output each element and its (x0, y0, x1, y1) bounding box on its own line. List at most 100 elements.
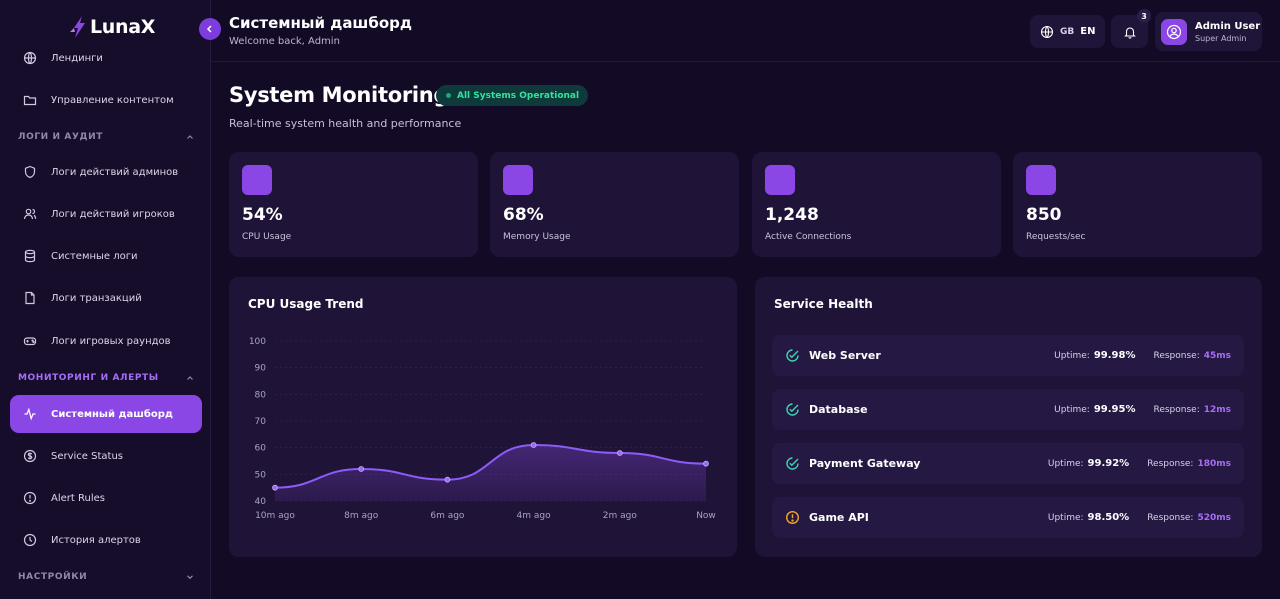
sidebar: LunaX Лендинги Управление контентом ЛОГИ… (0, 0, 211, 599)
user-menu[interactable]: Admin User Super Admin (1155, 12, 1262, 51)
notifications-button[interactable]: 3 (1111, 9, 1151, 48)
sidebar-item-transaction-logs[interactable]: Логи транзакций (10, 279, 202, 317)
chart-y-tick-label: 90 (255, 364, 267, 374)
service-stats: Uptime: 99.98% Response: 45ms (1054, 350, 1231, 361)
clock-icon (23, 533, 37, 547)
check-circle-icon (786, 457, 799, 470)
service-row-database[interactable]: Database Uptime: 99.95% Response: 12ms (772, 389, 1244, 430)
chart-y-tick-label: 40 (255, 497, 267, 507)
chart-y-tick-label: 50 (255, 470, 267, 480)
service-stats: Uptime: 98.50% Response: 520ms (1048, 512, 1231, 523)
chart-data-point (703, 460, 709, 467)
nav-section-settings[interactable]: НАСТРОЙКИ (18, 572, 194, 582)
uptime-value: 99.95% (1093, 404, 1136, 415)
response-value: 520ms (1197, 512, 1231, 523)
sidebar-item-label: Alert Rules (51, 492, 105, 504)
uptime-label: Uptime: (1047, 458, 1084, 469)
chart-data-point (616, 450, 623, 456)
main-subtitle: Real-time system health and performance (229, 117, 462, 130)
stat-card-connections: 1,248 Active Connections (752, 152, 1001, 257)
sidebar-collapse-button[interactable] (199, 18, 221, 40)
user-circle-icon (1166, 24, 1182, 39)
user-info: Admin User Super Admin (1195, 21, 1260, 43)
logo[interactable]: LunaX (68, 14, 155, 40)
stat-value: 54% (242, 205, 283, 225)
rocket-logo-icon (70, 16, 85, 38)
sidebar-item-label: Логи игровых раундов (51, 335, 171, 347)
sidebar-item-label: Управление контентом (51, 94, 174, 106)
stat-card-memory: 68% Memory Usage (490, 152, 739, 257)
stat-label: Memory Usage (503, 232, 571, 242)
status-dot (446, 93, 451, 98)
cpu-stat-icon (242, 165, 272, 195)
check-circle-icon (786, 349, 799, 362)
language-code: EN (1080, 26, 1096, 37)
check-circle-icon (786, 403, 799, 416)
sidebar-item-alert-rules[interactable]: Alert Rules (10, 479, 202, 517)
sidebar-item-label: История алертов (51, 534, 141, 546)
chevron-up-icon (187, 376, 193, 380)
sidebar-item-service-status[interactable]: Service Status (10, 437, 202, 475)
welcome-text: Welcome back, Admin (229, 36, 340, 47)
notification-badge: 3 (1137, 9, 1151, 23)
sidebar-item-admin-logs[interactable]: Логи действий админов (10, 153, 202, 191)
sidebar-item-player-logs[interactable]: Логи действий игроков (10, 195, 202, 233)
sidebar-item-game-round-logs[interactable]: Логи игровых раундов (10, 322, 202, 360)
service-stats: Uptime: 99.92% Response: 180ms (1048, 458, 1231, 469)
nav-section-monitoring[interactable]: МОНИТОРИНГ И АЛЕРТЫ (18, 373, 194, 383)
sidebar-item-label: Лендинги (51, 52, 103, 64)
stat-label: Active Connections (765, 232, 852, 242)
connections-stat-icon (765, 165, 795, 195)
chart-y-tick-label: 60 (255, 444, 267, 454)
service-stats: Uptime: 99.95% Response: 12ms (1054, 404, 1231, 415)
shield-icon (24, 165, 36, 179)
service-health-panel: Service Health Web Server Uptime: 99.98%… (755, 277, 1262, 557)
language-country: GB (1060, 26, 1075, 37)
globe-icon (1040, 25, 1054, 38)
chart-data-point (358, 466, 365, 472)
logo-text: LunaX (90, 16, 156, 38)
user-name: Admin User (1195, 20, 1261, 32)
service-row-game-api[interactable]: Game API Uptime: 98.50% Response: 520ms (772, 497, 1244, 538)
requests-stat-icon (1026, 165, 1056, 195)
users-icon (23, 208, 37, 220)
sidebar-item-system-logs[interactable]: Системные логи (10, 237, 202, 275)
sidebar-item-system-dashboard[interactable]: Системный дашборд (10, 395, 202, 433)
cpu-trend-panel: CPU Usage Trend 40 50 60 70 80 90 100 10m ago 8m… (229, 277, 737, 557)
uptime-value: 98.50% (1087, 512, 1130, 523)
nav-section-label: МОНИТОРИНГ И АЛЕРТЫ (18, 373, 159, 383)
status-text: All Systems Operational (457, 90, 580, 101)
chart-data-point (530, 442, 537, 448)
chart-data-point (272, 484, 278, 491)
chart-area-fill (275, 445, 706, 501)
activity-icon (24, 407, 36, 421)
sidebar-item-label: Service Status (51, 450, 124, 462)
folder-icon (23, 95, 37, 106)
nav-section-label: ЛОГИ И АУДИТ (18, 132, 103, 142)
sidebar-item-label: Логи действий админов (51, 166, 179, 178)
uptime-value: 99.98% (1093, 350, 1136, 361)
service-row-payment-gateway[interactable]: Payment Gateway Uptime: 99.92% Response:… (772, 443, 1244, 484)
stat-value: 850 (1026, 205, 1062, 225)
nav-section-label: НАСТРОЙКИ (18, 572, 88, 582)
database-icon (24, 249, 36, 263)
chart-x-tick-label: Now (696, 511, 716, 521)
bell-icon (1123, 26, 1136, 39)
response-value: 45ms (1203, 350, 1231, 361)
sidebar-item-alert-history[interactable]: История алертов (10, 521, 202, 559)
service-name: Game API (809, 511, 869, 524)
file-icon (25, 291, 35, 305)
stat-label: CPU Usage (242, 232, 292, 242)
service-name: Web Server (809, 349, 881, 362)
sidebar-item-landings[interactable]: Лендинги (10, 39, 202, 77)
uptime-label: Uptime: (1054, 404, 1090, 415)
chevron-up-icon (187, 135, 193, 139)
topbar: Системный дашборд Welcome back, Admin GB… (199, 0, 1280, 62)
dollar-circle-icon (23, 449, 37, 463)
sidebar-item-content[interactable]: Управление контентом (10, 81, 202, 119)
nav-section-logs[interactable]: ЛОГИ И АУДИТ (18, 132, 194, 142)
service-row-web-server[interactable]: Web Server Uptime: 99.98% Response: 45ms (772, 335, 1244, 376)
stat-value: 68% (503, 205, 544, 225)
language-selector[interactable]: GB EN (1030, 15, 1105, 48)
chart-y-tick-label: 80 (255, 390, 267, 400)
